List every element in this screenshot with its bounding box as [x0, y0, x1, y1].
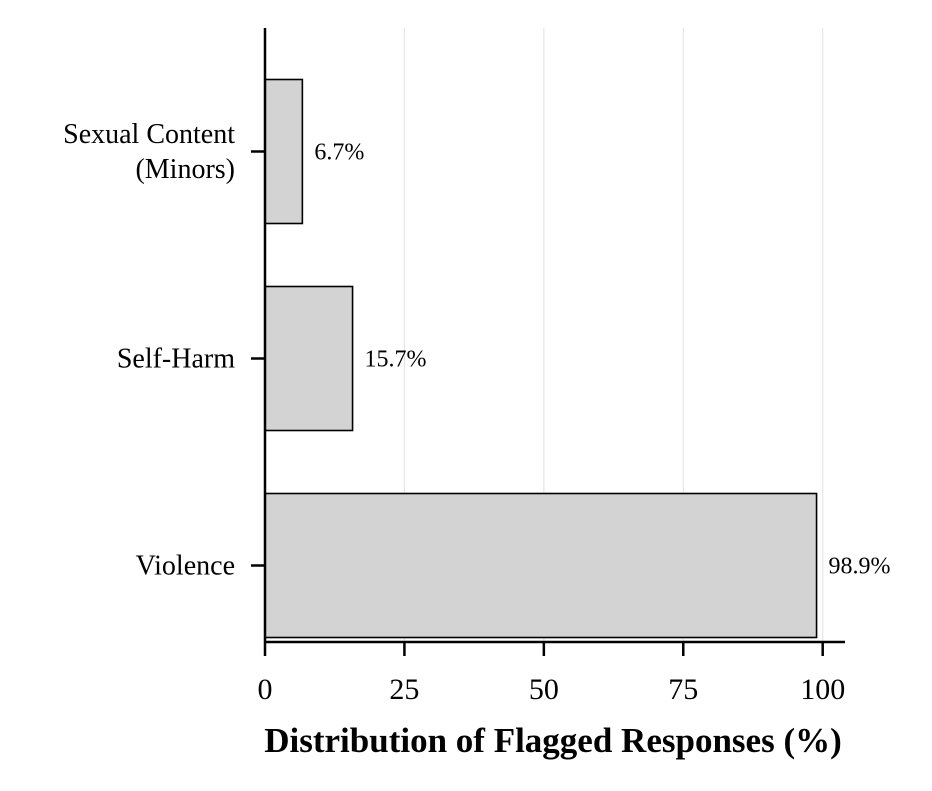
category-label-line: Sexual Content [63, 119, 235, 150]
bar-1 [264, 285, 354, 432]
bars [264, 78, 818, 639]
bar-0 [264, 78, 304, 225]
value-label-1: 15.7% [365, 347, 427, 373]
bar-2 [264, 492, 818, 639]
x-axis-title: Distribution of Flagged Responses (%) [264, 721, 842, 760]
y-ticks: Sexual Content (Minors) Self-Harm Violence [63, 119, 265, 582]
category-label-1: Self-Harm [117, 344, 235, 375]
value-label-2: 98.9% [829, 554, 891, 580]
value-label-0: 6.7% [314, 140, 364, 166]
x-tick-label-100: 100 [800, 673, 845, 706]
value-labels: 6.7% 15.7% 98.9% [314, 140, 890, 580]
x-tick-label-50: 50 [529, 673, 559, 706]
x-ticks: 0 25 50 75 100 [258, 642, 845, 706]
category-label-line: (Minors) [135, 154, 235, 185]
category-label-line: Self-Harm [117, 344, 235, 375]
x-tick-label-75: 75 [668, 673, 698, 706]
category-label-2: Violence [136, 551, 235, 582]
category-label-0: Sexual Content (Minors) [63, 119, 235, 185]
axes [263, 28, 845, 644]
category-label-line: Violence [136, 551, 235, 582]
x-tick-label-25: 25 [389, 673, 419, 706]
x-tick-label-0: 0 [258, 673, 273, 706]
